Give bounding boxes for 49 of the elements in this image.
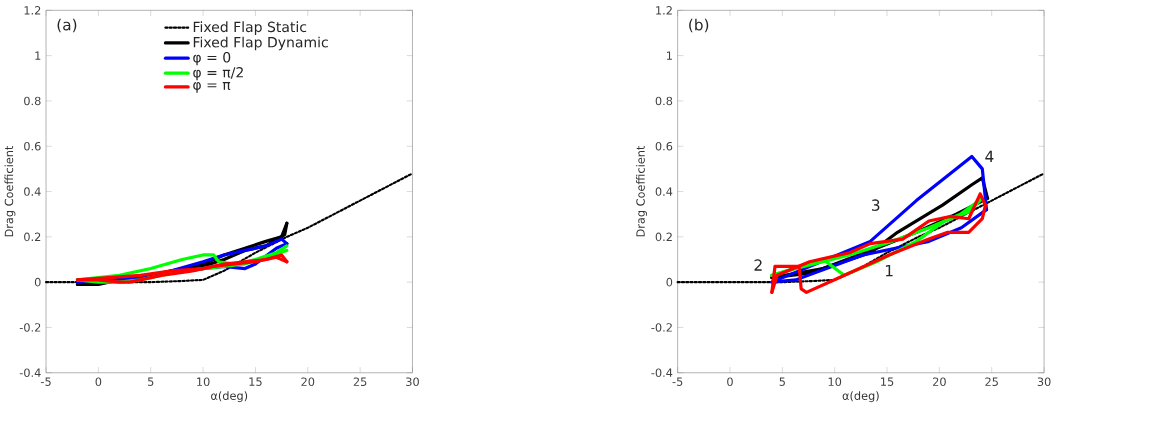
legend-label: φ = π: [193, 82, 231, 93]
y-tick-label: 0: [34, 278, 41, 287]
x-tick-label: 5: [148, 377, 154, 387]
legend-label: Fixed Flap Dynamic: [193, 36, 328, 51]
y-tick-label: 1: [35, 51, 41, 60]
x-tick-label: 20: [301, 377, 315, 387]
y-tick-label: -0.2: [651, 323, 672, 332]
annotation: 1: [885, 265, 893, 277]
x-tick-label: 25: [353, 377, 367, 387]
x-axis-title: α(deg): [211, 391, 248, 403]
y-tick-label: 0: [666, 278, 673, 287]
y-tick-label: -0.4: [19, 368, 41, 378]
legend-label: Fixed Flap Static: [193, 21, 307, 36]
y-tick-label: -0.4: [651, 368, 673, 378]
x-tick-label: 5: [779, 377, 785, 387]
x-tick-label: 30: [1037, 377, 1051, 387]
y-tick-label: 0.6: [655, 142, 673, 151]
legend-label: φ = 0: [193, 52, 231, 66]
y-tick-label: 1: [666, 51, 672, 60]
x-tick-label: 10: [197, 377, 210, 387]
y-axis-title: Drag Coefficient: [636, 146, 648, 237]
x-tick-label: 0: [95, 377, 102, 387]
y-tick-label: 0.2: [24, 232, 41, 242]
annotation: 2: [754, 259, 762, 271]
x-tick-label: 20: [933, 377, 946, 387]
y-tick-label: -0.2: [19, 323, 41, 332]
y-tick-label: 0.8: [24, 96, 41, 106]
annotation: 3: [872, 199, 880, 212]
y-tick-label: 1.2: [24, 6, 41, 15]
annotation: (a): [57, 18, 77, 33]
y-tick-label: 0.4: [24, 187, 41, 196]
x-tick-label: 30: [406, 377, 419, 387]
y-axis-title: Drag Coefficient: [4, 146, 16, 237]
y-tick-label: 0.8: [655, 96, 673, 106]
x-tick-label: 10: [828, 377, 842, 387]
x-tick-label: -5: [40, 377, 51, 387]
y-tick-label: 1.2: [656, 6, 672, 15]
y-tick-label: 0.2: [655, 232, 672, 242]
annotation: 4: [985, 150, 994, 163]
x-tick-label: 15: [881, 377, 894, 387]
y-tick-label: 0.4: [655, 187, 673, 196]
x-tick-label: 0: [727, 377, 733, 387]
x-tick-label: 25: [985, 377, 998, 387]
legend-label: φ = π/2: [193, 67, 243, 81]
y-tick-label: 0.6: [24, 142, 41, 151]
annotation: (b): [689, 18, 709, 33]
x-tick-label: -5: [672, 377, 683, 387]
x-tick-label: 15: [249, 377, 262, 387]
x-axis-title: α(deg): [842, 391, 879, 403]
